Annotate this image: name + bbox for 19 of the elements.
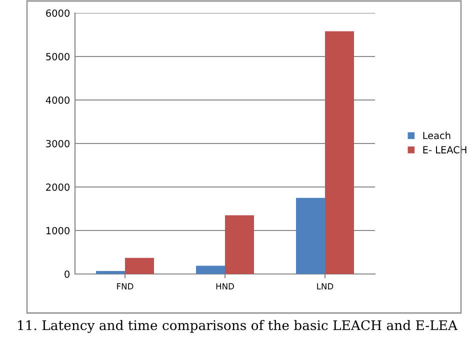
bar xyxy=(196,266,225,274)
y-tick-label: 4000 xyxy=(46,96,70,104)
y-tick-label: 1000 xyxy=(46,226,70,234)
y-tick-label: 2000 xyxy=(46,183,70,191)
y-tick-label: 3000 xyxy=(46,140,70,148)
legend-label: E- LEACH xyxy=(423,146,466,154)
x-tick-label: LND xyxy=(317,283,334,290)
bar xyxy=(296,198,325,274)
y-tick-label: 6000 xyxy=(46,9,70,17)
legend-label: Leach xyxy=(423,132,450,140)
y-tick-label: 0 xyxy=(64,270,70,278)
bar xyxy=(125,258,154,274)
x-tick-label: HND xyxy=(216,283,234,290)
bar xyxy=(325,31,354,274)
x-tick-label: FND xyxy=(117,283,134,290)
bar xyxy=(225,215,254,274)
text: 11. Latency and time comparisons of the basic LEACH and E-LEA xyxy=(18,320,458,333)
y-tick-label: 5000 xyxy=(46,52,70,60)
bar xyxy=(96,270,125,274)
